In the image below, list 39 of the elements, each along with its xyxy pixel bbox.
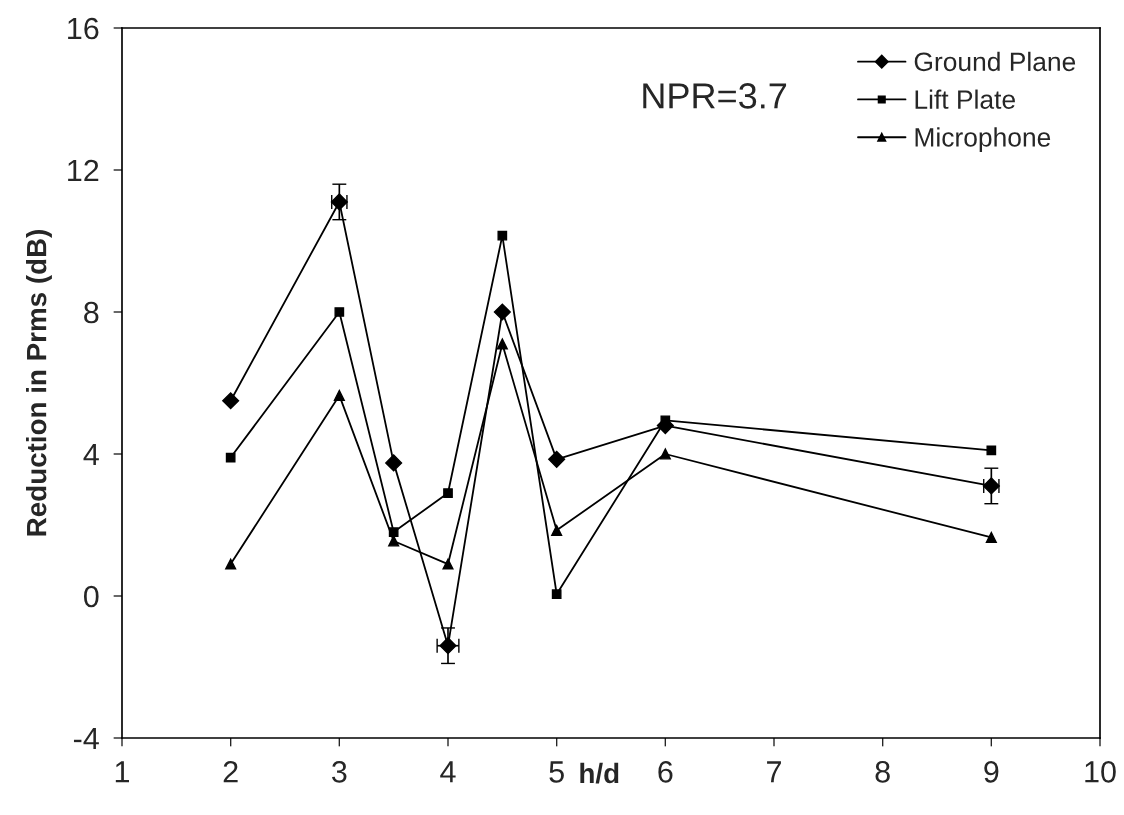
point [496, 338, 508, 350]
point [493, 303, 511, 321]
y-tick-label: 4 [83, 444, 99, 466]
y-tick-label: 8 [84, 301, 99, 324]
legend-label: Ground Plane [914, 51, 1076, 72]
point [551, 524, 563, 536]
x-axis-title: h/d [580, 762, 619, 784]
x-tick-label: 5 [549, 761, 564, 783]
point [497, 230, 508, 241]
y-tick-label: 12 [68, 159, 99, 182]
x-tick-label: 1 [115, 761, 130, 783]
point [222, 392, 240, 410]
annotation: NPR=3.7 [643, 83, 787, 109]
point [659, 448, 671, 460]
point [385, 454, 403, 472]
x-tick-label: 7 [767, 761, 781, 783]
y-axis-title: Reduction in Prms (dB) [26, 230, 52, 536]
y-tick-label: 16 [68, 17, 99, 40]
y-tick-label: 0 [83, 585, 99, 608]
x-tick-label: 6 [658, 761, 673, 783]
point [551, 589, 562, 600]
x-tick-label: 3 [332, 761, 347, 783]
x-tick-label: 9 [984, 761, 999, 783]
point [334, 307, 345, 317]
legend-label: Lift Plate [915, 89, 1015, 109]
y-tick-label: -4 [73, 728, 99, 750]
x-tick-label: 8 [875, 761, 890, 783]
point [225, 452, 236, 463]
point [986, 445, 997, 456]
x-tick-label: 4 [440, 761, 456, 783]
point [985, 531, 997, 543]
point [442, 558, 454, 570]
point [225, 558, 237, 570]
legend-label: Microphone [915, 127, 1051, 152]
point [548, 450, 566, 468]
x-tick-label: 2 [223, 761, 238, 783]
point [443, 488, 453, 498]
point [333, 389, 345, 401]
x-tick-label: 10 [1085, 761, 1116, 783]
